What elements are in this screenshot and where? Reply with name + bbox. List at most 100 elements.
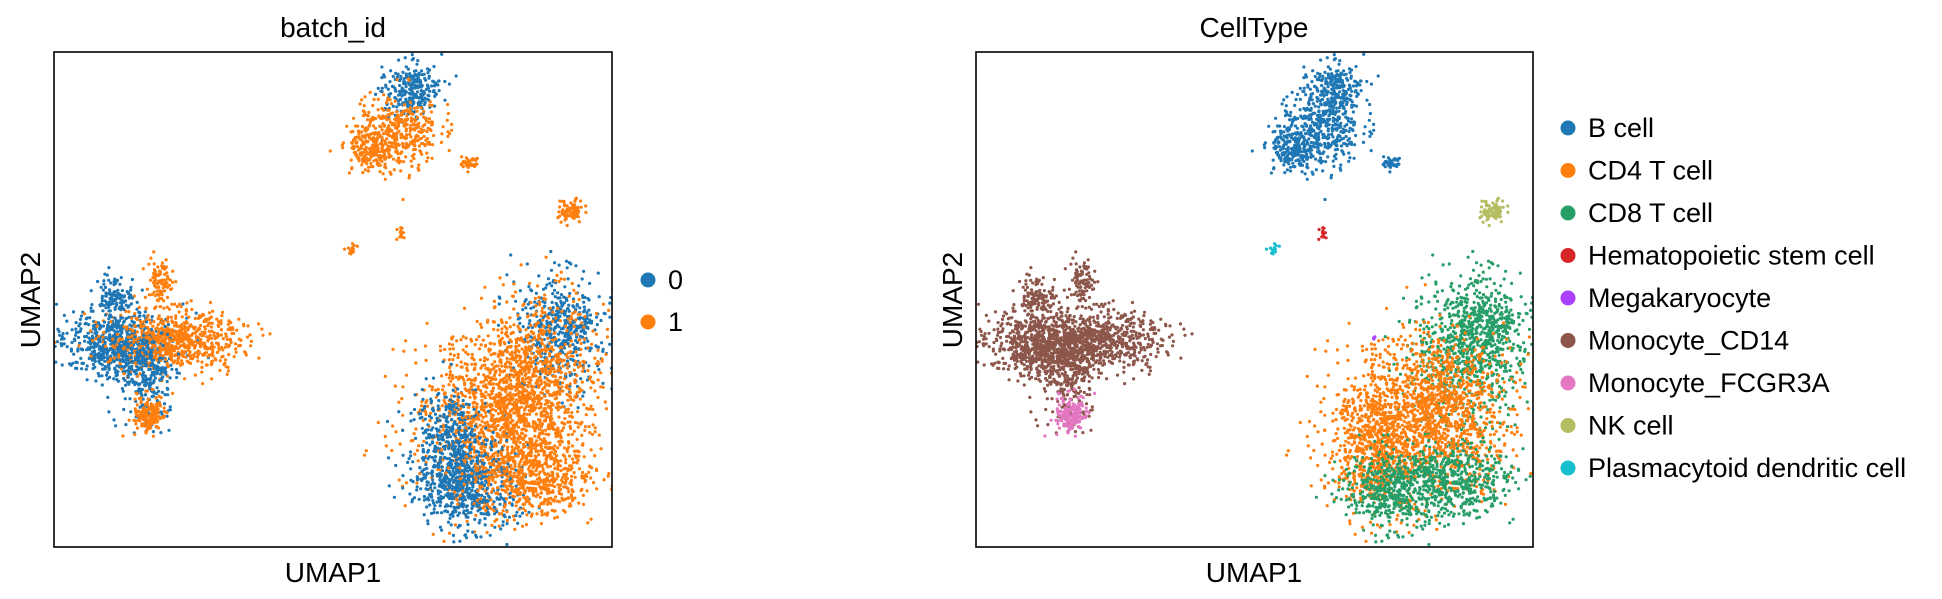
scatter-point	[404, 117, 408, 121]
scatter-point	[491, 382, 495, 386]
scatter-point	[547, 324, 551, 328]
scatter-point	[211, 350, 215, 355]
scatter-point	[223, 345, 227, 349]
scatter-point	[133, 369, 137, 373]
scatter-point	[120, 387, 124, 391]
scatter-point	[129, 372, 133, 376]
scatter-point	[426, 156, 430, 160]
scatter-point	[139, 392, 143, 396]
scatter-point	[483, 421, 487, 425]
scatter-point	[503, 342, 507, 346]
scatter-point	[403, 93, 407, 97]
scatter-point	[404, 85, 408, 89]
scatter-point	[522, 445, 526, 449]
scatter-point	[428, 419, 432, 423]
scatter-point	[424, 412, 428, 417]
scatter-point	[576, 209, 581, 213]
scatter-point	[415, 481, 419, 485]
scatter-point	[151, 394, 156, 398]
scatter-point	[548, 281, 552, 285]
scatter-point	[355, 244, 359, 248]
scatter-point	[480, 325, 484, 329]
scatter-point	[192, 354, 196, 358]
scatter-point	[557, 386, 561, 390]
scatter-point	[446, 134, 450, 138]
scatter-point	[91, 366, 95, 371]
scatter-point	[601, 302, 606, 306]
scatter-point	[226, 345, 230, 349]
scatter-point	[531, 486, 535, 490]
scatter-point	[228, 337, 232, 341]
scatter-point	[404, 65, 408, 69]
scatter-point	[380, 65, 384, 69]
scatter-point	[143, 295, 147, 299]
scatter-point	[157, 346, 161, 350]
scatter-point	[116, 349, 120, 353]
scatter-point	[160, 261, 164, 265]
scatter-point	[363, 95, 367, 99]
scatter-point	[531, 343, 535, 347]
scatter-point	[143, 393, 148, 397]
scatter-point	[138, 314, 142, 318]
scatter-point	[229, 340, 233, 344]
scatter-point	[601, 349, 605, 353]
scatter-point	[415, 95, 419, 99]
scatter-point	[139, 412, 143, 416]
scatter-point	[492, 306, 496, 310]
scatter-point	[148, 361, 152, 365]
scatter-point	[565, 338, 569, 342]
scatter-point	[155, 369, 160, 373]
scatter-point	[123, 397, 127, 401]
scatter-point	[530, 397, 535, 402]
scatter-point	[171, 339, 175, 343]
scatter-point	[562, 199, 566, 203]
scatter-point	[163, 324, 167, 329]
scatter-point	[417, 144, 421, 148]
scatter-point	[352, 116, 356, 120]
scatter-point	[581, 394, 585, 398]
scatter-point	[114, 424, 118, 428]
scatter-point	[180, 315, 184, 319]
scatter-point	[162, 409, 166, 413]
scatter-point	[411, 76, 415, 80]
scatter-point	[590, 319, 594, 323]
scatter-point	[577, 284, 581, 288]
scatter-point	[184, 309, 188, 313]
scatter-point	[412, 157, 416, 161]
scatter-point	[552, 327, 556, 331]
scatter-point	[544, 376, 549, 380]
scatter-point	[621, 415, 624, 418]
scatter-point	[355, 153, 359, 157]
scatter-point	[101, 351, 105, 355]
scatter-point	[512, 323, 516, 327]
scatter-point	[115, 330, 120, 334]
scatter-point	[566, 213, 570, 217]
scatter-point	[426, 71, 430, 75]
scatter-point	[484, 414, 488, 418]
scatter-point	[536, 337, 541, 342]
scatter-point	[136, 336, 140, 341]
scatter-point	[521, 308, 525, 312]
scatter-point	[72, 352, 76, 356]
scatter-point	[534, 304, 538, 308]
scatter-point	[413, 86, 417, 90]
scatter-point	[480, 398, 484, 403]
scatter-point	[185, 301, 189, 305]
scatter-point	[103, 367, 107, 371]
scatter-point	[381, 172, 385, 176]
scatter-point	[361, 171, 365, 175]
scatter-point	[447, 376, 451, 380]
scatter-point	[140, 288, 144, 292]
scatter-point	[596, 378, 600, 382]
scatter-point	[446, 111, 450, 116]
scatter-point	[485, 530, 489, 535]
scatter-point	[101, 367, 105, 371]
scatter-point	[407, 173, 412, 177]
scatter-point	[120, 365, 124, 369]
scatter-point	[360, 163, 364, 167]
scatter-point	[144, 307, 148, 311]
scatter-point	[391, 74, 395, 79]
scatter-point	[156, 317, 160, 321]
scatter-point	[549, 358, 554, 362]
scatter-point	[225, 337, 229, 342]
